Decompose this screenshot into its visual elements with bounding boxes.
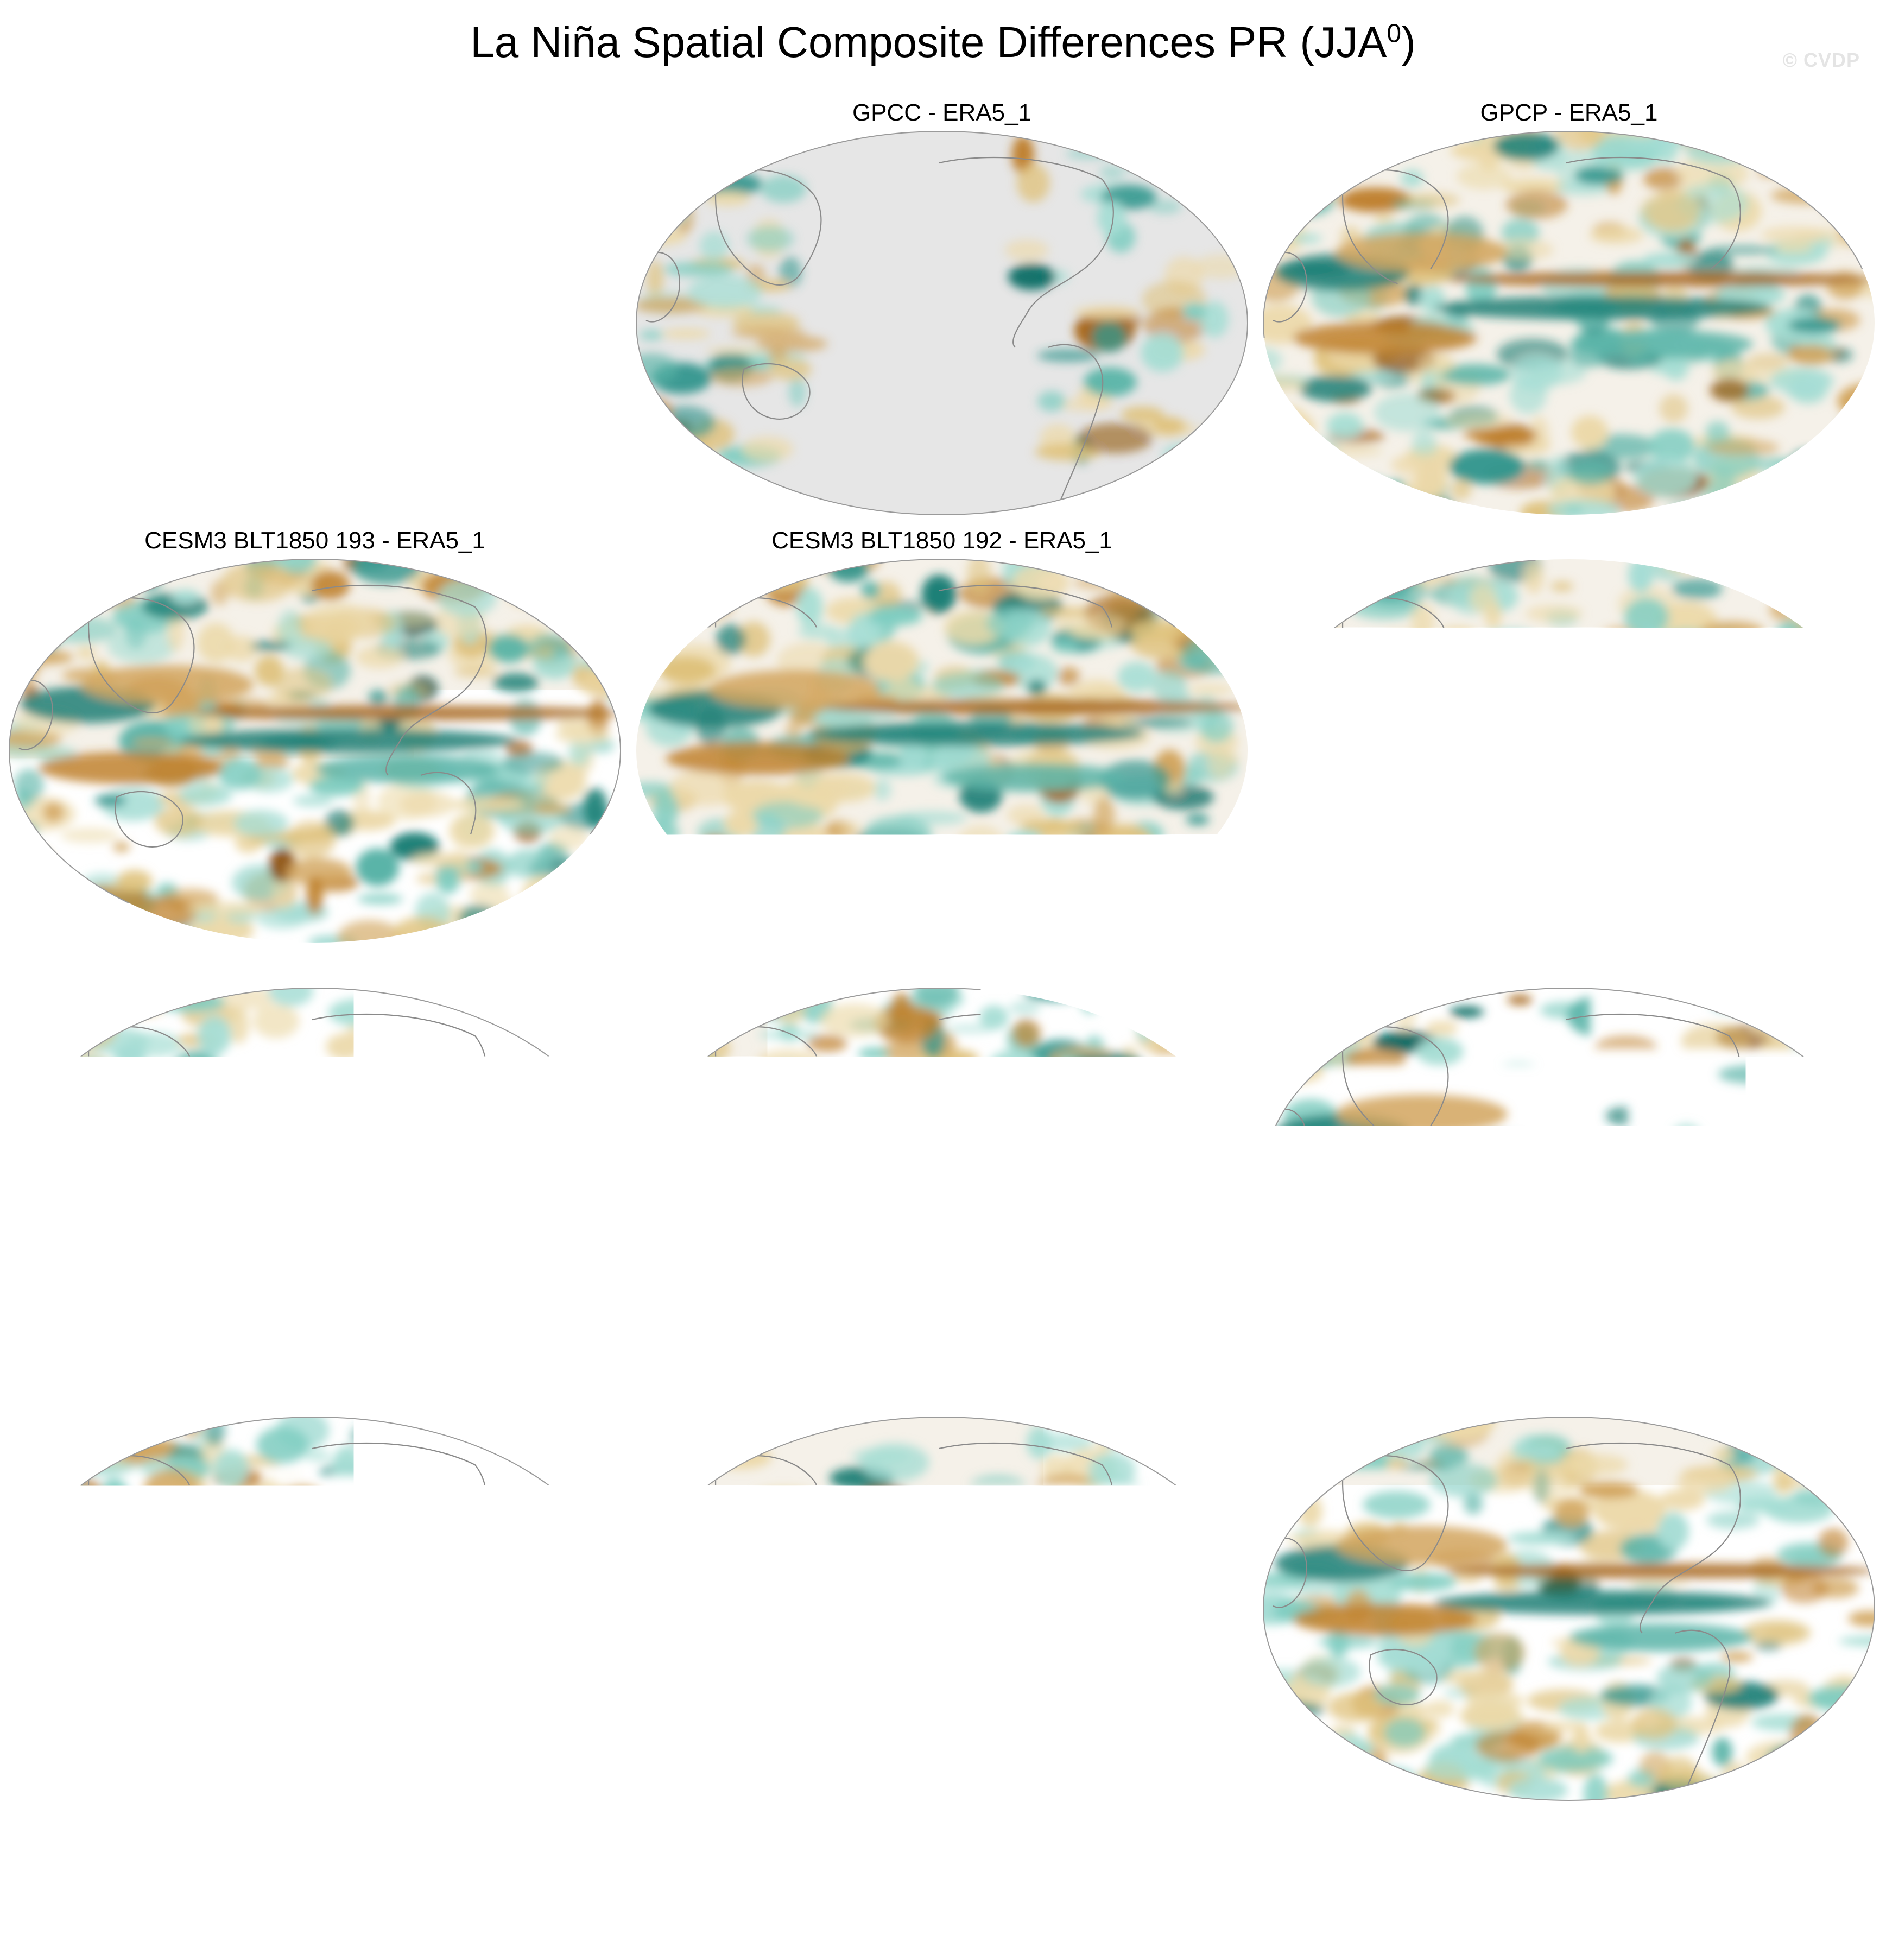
panel-title: CESM3 BLT1850 166 300-349 - ERA5_1	[1260, 526, 1878, 556]
colorbar-swatch	[482, 1834, 548, 1864]
panel-title: GPCC - ERA5_1	[632, 98, 1251, 128]
colorbar-tick-label: .5	[1106, 1866, 1172, 1904]
colorbar-swatch	[613, 1834, 680, 1864]
colorbar-swatch	[1139, 1834, 1205, 1864]
colorbar-tick-label: -.25	[778, 1866, 843, 1904]
colorbar-tick-label: -1	[581, 1866, 646, 1904]
colorbar-tick-label: .25	[1041, 1866, 1106, 1904]
colorbar-tick-label: -.75	[647, 1866, 712, 1904]
robinson-map	[635, 987, 1249, 1373]
colorbar-tick-label: 3	[1369, 1866, 1434, 1904]
colorbar-swatch	[745, 1834, 811, 1864]
colorbar-swatch	[285, 1834, 351, 1864]
robinson-map	[8, 558, 622, 944]
colorbar-units: mm/day	[0, 1902, 1886, 1944]
colorbar-swatch	[876, 1834, 942, 1864]
figure-title-superscript: 0	[1387, 19, 1401, 48]
map-panel: CESM2 piControl A - ERA5_1	[1260, 1383, 1878, 1801]
colorbar-tick-label: 5	[1501, 1866, 1566, 1904]
colorbar-swatch	[1402, 1834, 1468, 1864]
colorbar-tick-label: -2	[515, 1866, 580, 1904]
map-panel: CESM3 BLT1850 192 - ERA5_1	[632, 526, 1251, 944]
colorbar-swatch	[1336, 1834, 1402, 1864]
panel-title: CESM3 BLT1850 166 250-299 - ERA5_1	[5, 954, 624, 985]
colorbar-tick-label: -4	[384, 1866, 449, 1904]
colorbar-swatch	[1205, 1834, 1271, 1864]
figure-title: La Niña Spatial Composite Differences PR…	[0, 15, 1886, 69]
robinson-map	[1262, 558, 1876, 944]
robinson-map	[1262, 130, 1876, 516]
colorbar-swatch	[351, 1834, 417, 1864]
colorbar-swatch	[548, 1834, 614, 1864]
colorbar-swatch	[1467, 1834, 1534, 1864]
colorbar-swatch	[1073, 1834, 1140, 1864]
map-panel: GPCC - ERA5_1	[632, 98, 1251, 516]
colorbar-tick-label: 0	[909, 1866, 974, 1904]
colorbar-tick-label: -3	[450, 1866, 515, 1904]
map-panel: CESM3 BLT1850 166 150-199 - ERA5_1	[1260, 954, 1878, 1373]
robinson-map	[635, 130, 1249, 516]
colorbar	[285, 1834, 1599, 1864]
figure-title-text: La Niña Spatial Composite Differences PR…	[470, 18, 1387, 66]
map-panel: CESM3 BLT1850 193 - ERA5_1	[5, 526, 624, 944]
panel-title: CESM3 BLT1850 166 200-249 - ERA5_1	[632, 954, 1251, 985]
robinson-map	[8, 987, 622, 1373]
map-panel: CESM3 BLT1850 166 200-249 - ERA5_1	[632, 954, 1251, 1373]
robinson-map	[8, 1416, 622, 1801]
panel-title: CESM2 piControl B - ERA5_1	[632, 1383, 1251, 1414]
colorbar-swatch	[679, 1834, 745, 1864]
colorbar-tick-label: .1	[975, 1866, 1040, 1904]
robinson-map	[635, 1416, 1249, 1801]
figure-title-close: )	[1401, 18, 1416, 66]
colorbar-swatch	[942, 1834, 1008, 1864]
map-panel: CESM3 BLT1850 166 300-349 - ERA5_1	[1260, 526, 1878, 944]
map-panel: CESM2 piControl B - ERA5_1	[632, 1383, 1251, 1801]
colorbar-tick-label: .75	[1172, 1866, 1237, 1904]
map-panel: GPCP - ERA5_1	[1260, 98, 1878, 516]
robinson-map	[635, 558, 1249, 944]
colorbar-tick-label: 4	[1435, 1866, 1500, 1904]
panel-title: CESM3 BLT1850 192 - ERA5_1	[632, 526, 1251, 556]
panel-title: GPCP - ERA5_1	[1260, 98, 1878, 128]
panel-title: CESM2 piControl A - ERA5_1	[1260, 1383, 1878, 1414]
colorbar-tick-label: -.5	[712, 1866, 777, 1904]
panel-title: CESM3 BLT1850 193 - ERA5_1	[5, 526, 624, 556]
cvdp-watermark: © CVDP	[1782, 49, 1860, 72]
colorbar-tick-label: 1	[1238, 1866, 1303, 1904]
colorbar-tick-label: -.1	[844, 1866, 909, 1904]
colorbar-swatch	[1008, 1834, 1074, 1864]
panel-title: CESM2 piControl C - ERA5_1	[5, 1383, 624, 1414]
panel-title: CESM3 BLT1850 166 150-199 - ERA5_1	[1260, 954, 1878, 985]
colorbar-swatch	[1270, 1834, 1337, 1864]
colorbar-swatch	[811, 1834, 877, 1864]
robinson-map	[1262, 1416, 1876, 1801]
colorbar-tick-label: -5	[318, 1866, 383, 1904]
map-panel: CESM2 piControl C - ERA5_1	[5, 1383, 624, 1801]
colorbar-swatch	[1533, 1834, 1599, 1864]
colorbar-swatch	[416, 1834, 483, 1864]
robinson-map	[1262, 987, 1876, 1373]
colorbar-tick-label: 2	[1303, 1866, 1369, 1904]
map-panel: CESM3 BLT1850 166 250-299 - ERA5_1	[5, 954, 624, 1373]
